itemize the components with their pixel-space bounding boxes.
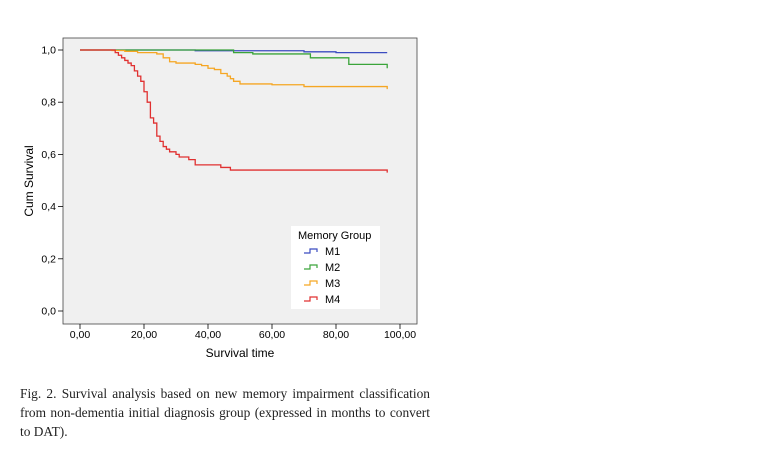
legend-swatch <box>304 264 318 270</box>
legend-item-m3: M3 <box>304 278 340 290</box>
x-tick-label: 0,00 <box>70 329 91 341</box>
series-line-m4 <box>80 49 388 173</box>
x-tick-label: 80,00 <box>323 329 349 341</box>
y-tick-label: 0,4 <box>41 201 56 213</box>
legend-swatch <box>304 296 318 302</box>
legend-label: M2 <box>325 262 340 274</box>
y-axis: 0,0 0,2 0,4 0,6 0,8 1,0 <box>41 45 63 318</box>
survival-chart: 0,0 0,2 0,4 0,6 0,8 1,0 0,00 20,00 40,00 60,00 80… <box>22 37 418 360</box>
legend-label: M3 <box>325 278 340 290</box>
y-tick-label: 0,6 <box>41 149 56 161</box>
legend-box <box>291 226 380 309</box>
y-tick-label: 0,0 <box>41 306 56 318</box>
legend: Memory Group M1 M2 M3 M4 <box>291 226 380 309</box>
x-tick-label: 100,00 <box>384 329 416 341</box>
y-tick-label: 0,2 <box>41 253 56 265</box>
x-axis-title: Survival time <box>206 346 275 360</box>
y-axis-title: Cum Survival <box>22 145 36 216</box>
legend-item-m2: M2 <box>304 262 340 274</box>
legend-title: Memory Group <box>298 230 371 242</box>
y-tick-label: 1,0 <box>41 45 56 57</box>
legend-swatch <box>304 248 318 254</box>
x-axis: 0,00 20,00 40,00 60,00 80,00 100,00 <box>70 324 416 341</box>
series-line-m2 <box>80 49 388 69</box>
series-layer <box>80 49 388 173</box>
legend-item-m4: M4 <box>304 294 340 306</box>
legend-swatch <box>304 280 318 286</box>
y-tick-label: 0,8 <box>41 97 56 109</box>
x-tick-label: 20,00 <box>131 329 157 341</box>
series-line-m3 <box>80 49 388 90</box>
legend-label: M4 <box>325 294 340 306</box>
legend-label: M1 <box>325 246 340 258</box>
figure-caption: Fig. 2. Survival analysis based on new m… <box>20 386 430 439</box>
x-tick-label: 40,00 <box>195 329 221 341</box>
legend-item-m1: M1 <box>304 246 340 258</box>
x-tick-label: 60,00 <box>259 329 285 341</box>
